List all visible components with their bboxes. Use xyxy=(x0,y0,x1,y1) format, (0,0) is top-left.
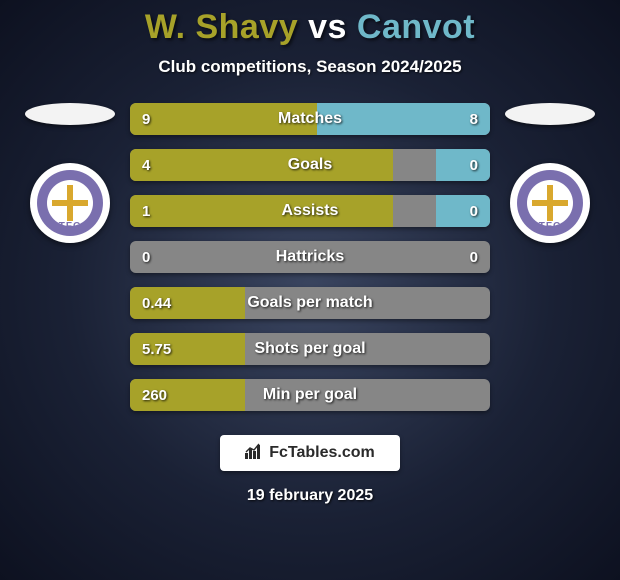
stat-row: 98Matches xyxy=(130,103,490,135)
stat-bar-right xyxy=(317,103,490,135)
stat-bar-right xyxy=(436,195,490,227)
stat-row: 260Min per goal xyxy=(130,379,490,411)
stat-bar-left xyxy=(130,333,245,365)
stat-bar-left xyxy=(130,379,245,411)
player1-name: W. Shavy xyxy=(145,8,298,46)
brand-badge: FcTables.com xyxy=(220,435,400,471)
player2-name: Canvot xyxy=(357,8,475,46)
stat-row: 5.75Shots per goal xyxy=(130,333,490,365)
stat-row: 00Hattricks xyxy=(130,241,490,273)
stat-bars: 98Matches 40Goals 10Assists 00Hattricks 0.44… xyxy=(130,103,490,411)
page-title: W. Shavy vs Canvot xyxy=(145,8,475,47)
comparison-panel: TFC 98Matches 40Goals 10Assists 00Hattricks… xyxy=(0,103,620,411)
brand-icon xyxy=(245,443,263,464)
stat-bar-left xyxy=(130,103,317,135)
left-club-crest: TFC xyxy=(30,163,110,243)
right-club-crest: TFC xyxy=(510,163,590,243)
right-kit-icon xyxy=(505,103,595,125)
date-label: 19 february 2025 xyxy=(247,487,373,505)
stat-bar-left xyxy=(130,149,393,181)
stat-row: 0.44Goals per match xyxy=(130,287,490,319)
stat-bar-right xyxy=(436,149,490,181)
stat-bar-left xyxy=(130,287,245,319)
left-side: TFC xyxy=(20,103,120,243)
stat-row: 40Goals xyxy=(130,149,490,181)
crest-text: TFC xyxy=(539,221,561,232)
vs-text: vs xyxy=(308,8,347,46)
stat-row: 10Assists xyxy=(130,195,490,227)
brand-text: FcTables.com xyxy=(269,444,375,462)
right-side: TFC xyxy=(500,103,600,243)
crest-text: TFC xyxy=(59,221,81,232)
left-kit-icon xyxy=(25,103,115,125)
subtitle: Club competitions, Season 2024/2025 xyxy=(158,57,461,77)
stat-bar-left xyxy=(130,195,393,227)
